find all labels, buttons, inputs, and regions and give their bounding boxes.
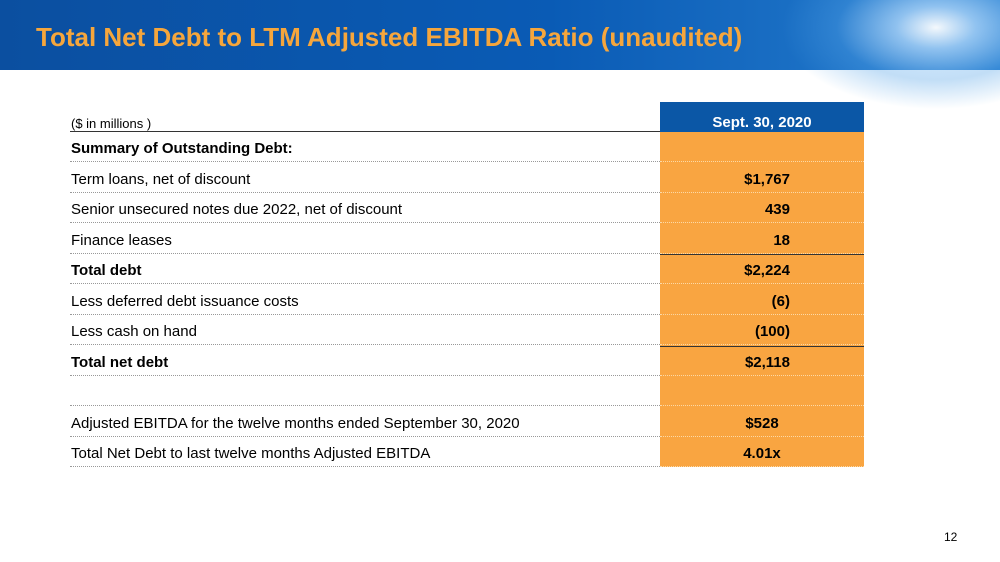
table-row: Total net debt $2,118 <box>70 345 864 376</box>
row-label: Summary of Outstanding Debt: <box>71 140 293 157</box>
row-rule <box>70 405 660 406</box>
row-rule <box>660 283 864 284</box>
unit-note: ($ in millions ) <box>71 116 152 131</box>
row-rule <box>660 161 864 162</box>
page-number: 12 <box>944 530 958 544</box>
row-rule <box>70 435 660 437</box>
decoration <box>780 0 1000 110</box>
row-value: (6) <box>771 292 790 310</box>
title: Total Net Debt to LTM Adjusted EBITDA Ra… <box>36 22 743 52</box>
row-rule <box>70 283 660 284</box>
header-rule <box>70 131 660 132</box>
column-header: Sept. 30, 2020 <box>660 102 864 132</box>
table-row: Senior unsecured notes due 2022, net of … <box>70 193 864 223</box>
table-row: Total debt $2,224 <box>70 254 864 284</box>
row-label: Less deferred debt issuance costs <box>71 292 299 310</box>
row-label: Total Net Debt to last twelve months Adj… <box>71 445 431 462</box>
row-label: Total debt <box>71 262 142 279</box>
row-label: Term loans, net of discount <box>71 170 251 188</box>
row-rule <box>660 252 864 254</box>
row-label: Adjusted EBITDA for the twelve months en… <box>71 414 520 432</box>
row-value: (100) <box>754 323 790 340</box>
table-row: Summary of Outstanding Debt: <box>70 132 864 162</box>
row-rule <box>70 191 660 193</box>
row-rule <box>660 191 864 193</box>
row-rule <box>660 435 864 437</box>
spacer-row <box>70 376 864 406</box>
value-column <box>660 102 864 467</box>
row-value: $1,767 <box>744 170 790 188</box>
total-rule <box>660 254 864 255</box>
banner <box>0 0 1000 110</box>
row-value: $528 <box>745 414 779 432</box>
row-value: 18 <box>773 231 790 249</box>
table-row: Term loans, net of discount $1,767 <box>70 163 864 193</box>
row-rule <box>70 222 660 223</box>
row-label: Total net debt <box>71 353 169 371</box>
row-rule <box>70 466 660 467</box>
row-rule <box>660 313 864 315</box>
row-rule <box>660 374 864 376</box>
row-value: $2,224 <box>744 262 790 279</box>
row-rule <box>70 252 660 254</box>
row-rule <box>70 313 660 315</box>
total-rule <box>660 345 864 347</box>
table-row: Less deferred debt issuance costs (6) <box>70 285 864 315</box>
row-rule <box>660 466 864 467</box>
row-rule <box>70 374 660 376</box>
row-value: $2,118 <box>744 353 790 371</box>
table-row: Finance leases 18 <box>70 224 864 254</box>
row-label: Senior unsecured notes due 2022, net of … <box>71 201 403 218</box>
table-row: Less cash on hand (100) <box>70 315 864 345</box>
row-label: Less cash on hand <box>71 323 197 340</box>
row-value: 4.01x <box>743 445 781 462</box>
table-row: Adjusted EBITDA for the twelve months en… <box>70 407 864 437</box>
row-rule <box>660 222 864 223</box>
row-value: 439 <box>764 201 790 218</box>
row-rule <box>70 344 660 345</box>
row-rule <box>660 405 864 406</box>
row-rule <box>660 344 864 345</box>
table-row: Total Net Debt to last twelve months Adj… <box>70 437 864 467</box>
row-rule <box>70 161 660 162</box>
row-label: Finance leases <box>71 231 172 249</box>
